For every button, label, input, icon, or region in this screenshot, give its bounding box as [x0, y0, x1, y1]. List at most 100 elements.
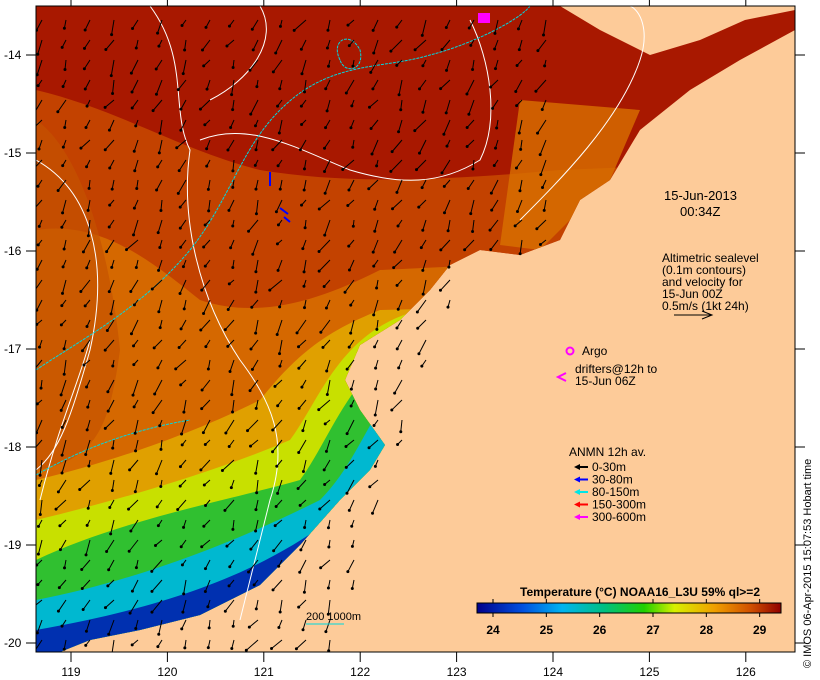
velocity-arrow [300, 39, 307, 50]
velocity-arrowhead [325, 392, 329, 396]
velocity-arrowhead [494, 146, 498, 150]
velocity-arrow [82, 339, 91, 351]
velocity-arrowhead [105, 549, 109, 553]
velocity-arrowhead [207, 626, 211, 630]
velocity-arrowhead [60, 291, 64, 295]
velocity-arrowhead [271, 428, 275, 432]
velocity-arrow [419, 79, 427, 90]
velocity-arrowhead [395, 283, 399, 287]
velocity-arrow [180, 99, 187, 110]
velocity-arrowhead [393, 391, 397, 395]
velocity-arrow [251, 299, 259, 308]
velocity-arrow [446, 59, 451, 71]
velocity-arrow [345, 459, 355, 468]
velocity-arrow [250, 339, 259, 350]
velocity-arrowhead [59, 393, 63, 397]
velocity-arrowhead [203, 223, 207, 227]
velocity-arrowhead [397, 130, 401, 134]
velocity-arrowhead [133, 490, 137, 494]
velocity-arrowhead [515, 209, 519, 213]
velocity-arrow [325, 619, 331, 632]
lon-tick-label: 121 [254, 665, 274, 679]
velocity-arrowhead [60, 304, 64, 308]
velocity-arrowhead [326, 526, 330, 530]
velocity-arrowhead [440, 171, 444, 175]
velocity-arrow [81, 579, 91, 589]
velocity-arrow [206, 139, 211, 149]
velocity-arrowhead [274, 210, 278, 214]
anmn-legend-label: 0-30m [592, 460, 626, 474]
velocity-arrow [60, 539, 67, 550]
velocity-arrowhead [299, 47, 303, 51]
velocity-arrowhead [300, 122, 304, 126]
velocity-arrow [520, 139, 523, 150]
velocity-arrowhead [36, 308, 39, 312]
velocity-arrow [159, 119, 163, 134]
velocity-arrowhead [39, 386, 43, 390]
velocity-arrow [129, 459, 139, 471]
velocity-arrow [57, 99, 67, 113]
velocity-arrowhead [200, 407, 204, 411]
velocity-arrow [514, 219, 523, 227]
colorbar-tick-label: 29 [753, 623, 767, 637]
velocity-arrowhead [135, 186, 139, 190]
velocity-arrow [182, 599, 187, 613]
velocity-arrowhead [231, 185, 235, 189]
velocity-arrowhead [323, 422, 327, 426]
velocity-arrowhead [179, 107, 183, 111]
velocity-arrowhead [134, 265, 138, 269]
velocity-arrow [82, 599, 91, 610]
longitude-axis: 119 120 121 122 123 124 125 126 [61, 0, 756, 679]
velocity-arrowhead [36, 184, 40, 188]
velocity-arrow [104, 339, 115, 351]
velocity-arrowhead [302, 167, 306, 171]
velocity-arrowhead [347, 244, 351, 248]
velocity-arrowhead [79, 290, 83, 294]
velocity-arrow [106, 239, 115, 252]
velocity-arrowhead [127, 549, 131, 553]
velocity-arrow [272, 579, 283, 591]
velocity-arrowhead [229, 486, 233, 490]
velocity-arrowhead [181, 72, 185, 76]
anmn-arrowhead [574, 514, 580, 520]
velocity-arrowhead [254, 471, 258, 475]
velocity-arrow [248, 559, 259, 573]
velocity-arrowhead [132, 405, 136, 409]
velocity-arrowhead [130, 589, 134, 593]
velocity-arrowhead [180, 432, 184, 436]
velocity-arrow [227, 299, 235, 310]
velocity-arrowhead [134, 449, 138, 453]
velocity-arrow [39, 499, 43, 515]
velocity-arrow [466, 79, 475, 95]
velocity-arrowhead [103, 606, 107, 610]
velocity-scale-arrow-icon [674, 310, 714, 320]
velocity-arrowhead [103, 426, 107, 430]
velocity-arrowhead [36, 28, 39, 32]
velocity-arrowhead [446, 229, 450, 233]
velocity-arrow [178, 159, 187, 171]
velocity-arrow [63, 239, 67, 250]
velocity-arrow [472, 59, 475, 70]
velocity-arrowhead [493, 67, 497, 71]
velocity-arrowhead [37, 484, 41, 488]
velocity-arrowhead [83, 87, 87, 91]
velocity-arrow [441, 39, 451, 50]
velocity-arrowhead [396, 307, 400, 311]
velocity-arrow [491, 199, 499, 211]
velocity-arrowhead [111, 446, 115, 450]
velocity-arrow [184, 39, 187, 51]
velocity-arrowhead [249, 444, 253, 448]
velocity-arrow [419, 139, 427, 154]
velocity-arrowhead [415, 310, 419, 314]
velocity-arrowhead [157, 310, 161, 314]
velocity-arrowhead [297, 366, 301, 370]
colorbar: Temperature (°C) NOAA16_L3U 59% ql>=2 24… [476, 585, 782, 637]
velocity-arrow [272, 439, 283, 453]
velocity-arrowhead [82, 363, 86, 367]
velocity-arrowhead [440, 48, 444, 52]
velocity-arrow [231, 379, 235, 395]
velocity-arrow [36, 19, 43, 31]
velocity-arrowhead [106, 409, 110, 413]
velocity-arrowhead [542, 33, 546, 37]
velocity-arrow [255, 319, 259, 334]
